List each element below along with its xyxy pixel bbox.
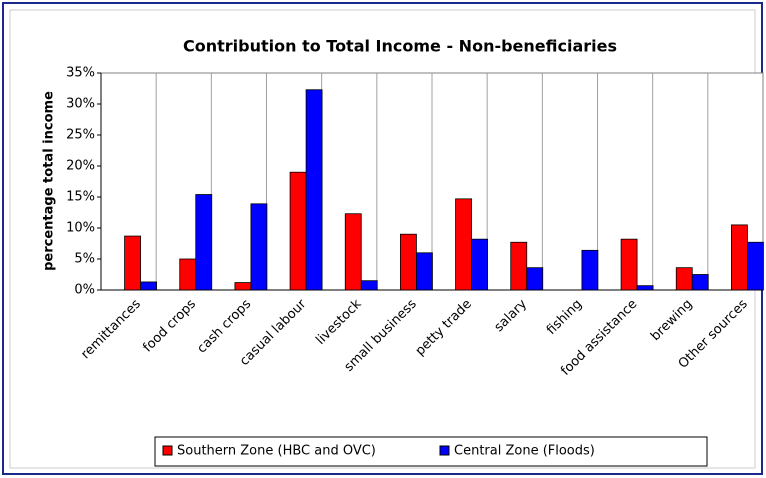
bar bbox=[234, 282, 252, 291]
bar bbox=[140, 281, 157, 291]
bar bbox=[250, 203, 268, 291]
legend-label: Central Zone (Floods) bbox=[454, 444, 595, 459]
y-tick-label: 5% bbox=[74, 252, 95, 267]
bar bbox=[691, 274, 709, 291]
bar bbox=[400, 233, 417, 291]
y-tick-label: 35% bbox=[66, 66, 95, 81]
y-tick-label: 15% bbox=[66, 190, 95, 205]
bar bbox=[747, 241, 764, 291]
bar bbox=[731, 224, 748, 291]
bar bbox=[195, 194, 213, 291]
bar bbox=[675, 267, 693, 291]
bar bbox=[416, 252, 433, 291]
bar bbox=[581, 249, 599, 291]
legend-box bbox=[154, 436, 708, 467]
bar bbox=[526, 267, 544, 291]
legend-swatch bbox=[439, 445, 450, 456]
legend-label: Southern Zone (HBC and OVC) bbox=[177, 444, 376, 459]
bar bbox=[636, 285, 654, 291]
bar bbox=[620, 238, 638, 291]
y-tick-label: 30% bbox=[66, 97, 95, 112]
bar bbox=[289, 171, 307, 291]
bar bbox=[179, 258, 197, 291]
bar bbox=[455, 198, 472, 291]
bar bbox=[344, 213, 362, 291]
bar bbox=[510, 241, 528, 291]
legend-swatch bbox=[162, 445, 173, 456]
y-tick-label: 10% bbox=[66, 221, 95, 236]
bar bbox=[124, 235, 141, 291]
bar bbox=[360, 280, 378, 291]
y-tick-label: 0% bbox=[74, 283, 95, 298]
y-tick-label: 25% bbox=[66, 128, 95, 143]
chart-title: Contribution to Total Income - Non-benef… bbox=[183, 37, 617, 56]
bar bbox=[471, 238, 488, 291]
y-tick-label: 20% bbox=[66, 159, 95, 174]
y-axis-label: percentage total income bbox=[42, 91, 57, 271]
bar bbox=[305, 89, 323, 291]
